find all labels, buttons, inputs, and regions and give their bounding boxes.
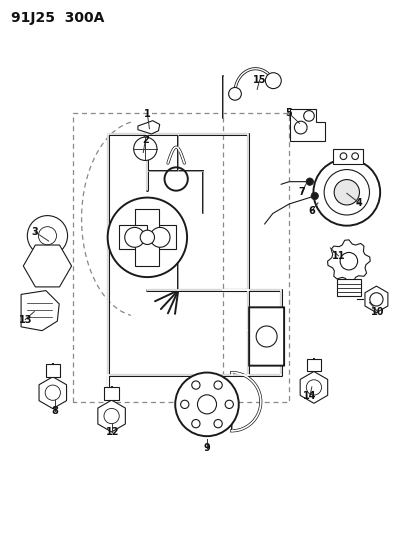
Circle shape — [310, 192, 318, 200]
Circle shape — [265, 72, 280, 88]
Polygon shape — [23, 245, 71, 287]
Polygon shape — [135, 237, 159, 266]
Text: 91J25  300A: 91J25 300A — [11, 11, 104, 26]
Circle shape — [214, 381, 222, 389]
Circle shape — [124, 228, 144, 247]
Circle shape — [180, 400, 188, 408]
Circle shape — [133, 137, 157, 160]
Circle shape — [191, 381, 199, 389]
FancyBboxPatch shape — [104, 387, 119, 400]
Polygon shape — [290, 109, 324, 141]
Circle shape — [313, 159, 379, 225]
Text: 6: 6 — [308, 206, 314, 216]
Text: 10: 10 — [370, 306, 384, 317]
Circle shape — [191, 419, 199, 428]
Polygon shape — [299, 372, 327, 403]
Text: 4: 4 — [355, 198, 362, 208]
Polygon shape — [138, 120, 159, 134]
Circle shape — [197, 395, 216, 414]
Text: 11: 11 — [331, 251, 344, 261]
Polygon shape — [327, 240, 369, 282]
Circle shape — [228, 87, 241, 100]
Polygon shape — [97, 400, 125, 432]
Circle shape — [225, 400, 233, 408]
Circle shape — [150, 228, 170, 247]
FancyBboxPatch shape — [45, 364, 60, 377]
Polygon shape — [135, 209, 159, 237]
Circle shape — [140, 230, 154, 245]
Text: 5: 5 — [285, 108, 291, 118]
Text: 3: 3 — [32, 227, 38, 237]
Text: 12: 12 — [105, 427, 119, 437]
FancyBboxPatch shape — [306, 359, 320, 372]
Polygon shape — [147, 225, 176, 249]
Circle shape — [333, 180, 358, 205]
Text: 8: 8 — [51, 406, 58, 416]
Polygon shape — [119, 225, 147, 249]
Polygon shape — [364, 286, 387, 313]
Text: 13: 13 — [19, 314, 32, 325]
FancyBboxPatch shape — [249, 308, 283, 366]
Circle shape — [27, 216, 67, 256]
Text: 7: 7 — [297, 187, 304, 197]
Circle shape — [175, 373, 238, 436]
Text: 9: 9 — [203, 443, 210, 453]
Circle shape — [107, 198, 187, 277]
Text: 15: 15 — [252, 75, 266, 85]
Circle shape — [294, 121, 306, 134]
Circle shape — [305, 178, 313, 185]
Text: 14: 14 — [302, 391, 316, 401]
Polygon shape — [332, 149, 363, 164]
Polygon shape — [336, 279, 360, 296]
Polygon shape — [39, 377, 66, 409]
Text: 2: 2 — [142, 135, 148, 146]
Circle shape — [339, 253, 357, 270]
Circle shape — [303, 111, 313, 121]
Polygon shape — [21, 290, 59, 330]
Circle shape — [214, 419, 222, 428]
Text: 1: 1 — [144, 109, 150, 119]
